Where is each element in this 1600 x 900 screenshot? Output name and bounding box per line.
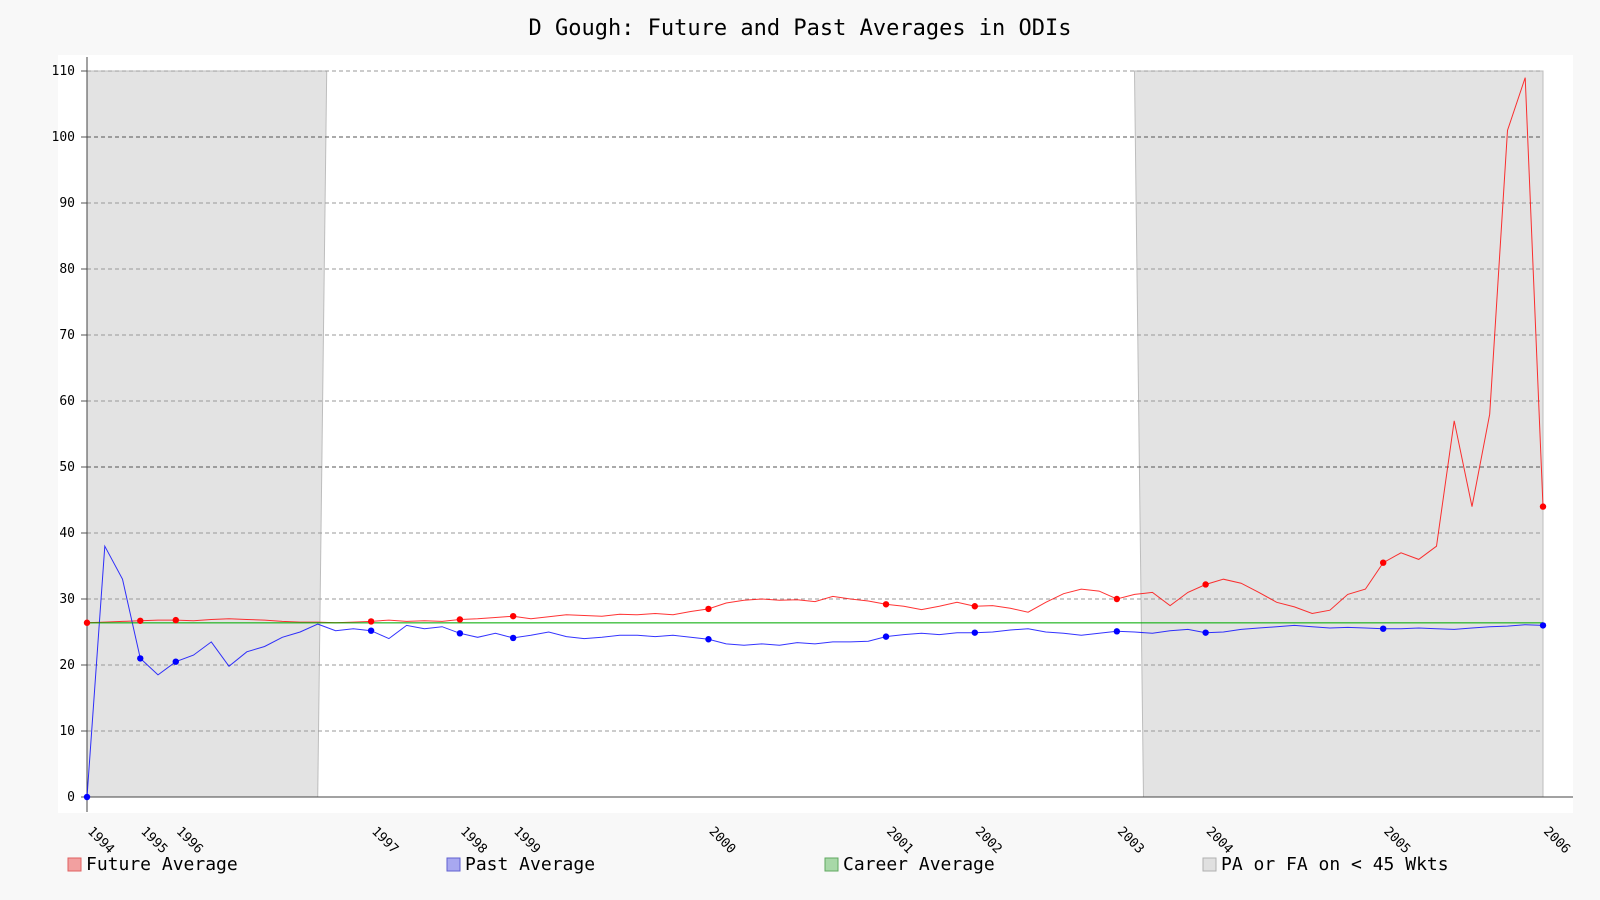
- legend-label: PA or FA on < 45 Wkts: [1221, 854, 1449, 875]
- x-tick-label: 2004: [1203, 824, 1236, 857]
- past-average-point: [705, 636, 712, 643]
- future-average-point: [367, 618, 375, 625]
- legend-label: Past Average: [465, 854, 595, 875]
- x-tick-label: 1998: [457, 824, 490, 857]
- y-tick-label: 50: [59, 460, 75, 475]
- legend-label: Career Average: [843, 854, 995, 875]
- y-tick-label: 70: [59, 328, 75, 343]
- future-average-point: [83, 619, 91, 626]
- y-tick-label: 40: [59, 526, 75, 541]
- x-tick-label: 1997: [368, 824, 401, 857]
- y-tick-label: 110: [52, 64, 75, 79]
- past-average-point: [971, 629, 979, 636]
- shaded-region: [86, 70, 328, 798]
- past-average-point: [367, 627, 375, 634]
- past-average-point: [1539, 622, 1547, 629]
- x-tick-label: 2006: [1540, 824, 1573, 857]
- past-average-point: [1113, 628, 1121, 635]
- x-tick-label: 1999: [510, 824, 543, 857]
- chart-title: D Gough: Future and Past Averages in ODI…: [528, 16, 1071, 41]
- x-tick-label: 1994: [84, 824, 117, 857]
- past-average-point: [1202, 629, 1209, 636]
- x-tick-label: 2003: [1114, 824, 1147, 857]
- series-line-past-average: [86, 544, 1544, 798]
- x-tick-label: 1995: [137, 824, 170, 857]
- x-tick-label: 1996: [173, 824, 206, 857]
- past-average-point: [172, 658, 179, 665]
- future-average-point: [705, 605, 712, 613]
- grid-lines: [87, 70, 1543, 732]
- legend-swatch: [824, 857, 839, 872]
- y-tick-labels: 0 10 20 30 40 50 60 70 80 90 100 110: [52, 64, 75, 805]
- legend-swatch: [67, 857, 82, 872]
- legend-swatch: [1202, 857, 1217, 872]
- shaded-regions: [86, 70, 1544, 798]
- future-average-point: [509, 612, 517, 620]
- y-tick-label: 100: [52, 130, 75, 145]
- future-average-point: [1202, 581, 1209, 588]
- future-average-point: [456, 616, 464, 623]
- legend-swatch: [446, 857, 461, 872]
- y-tick-label: 60: [59, 394, 75, 409]
- x-tick-label: 2005: [1380, 824, 1413, 857]
- past-average-point: [509, 634, 517, 642]
- future-average-point: [1539, 503, 1547, 510]
- shaded-region: [1133, 70, 1544, 798]
- x-tick-labels: 1994 1995 1996 1997 1998 1999 2000 2001 2002 2003…: [84, 824, 1573, 857]
- future-average-point: [1379, 559, 1387, 566]
- axes: [81, 57, 1573, 812]
- past-average-point: [882, 633, 890, 640]
- y-tick-label: 30: [59, 592, 75, 607]
- y-tick-label: 80: [59, 262, 75, 277]
- legend: Future Average Past Average Career Average…: [67, 854, 1449, 875]
- past-average-point: [1379, 625, 1387, 632]
- x-tick-label: 2000: [706, 824, 739, 857]
- y-tick-label: 0: [67, 790, 75, 805]
- future-average-point: [172, 616, 179, 624]
- series-lines: [86, 77, 1544, 798]
- y-tick-label: 10: [59, 724, 75, 739]
- y-tick-label: 90: [59, 196, 75, 211]
- past-average-point: [83, 793, 91, 801]
- future-average-point: [137, 617, 144, 624]
- future-average-point: [971, 603, 979, 610]
- future-average-point: [882, 601, 890, 608]
- x-tick-label: 2001: [883, 824, 916, 857]
- past-average-point: [456, 630, 464, 637]
- y-tick-label: 20: [59, 658, 75, 673]
- future-average-point: [1113, 595, 1121, 603]
- x-tick-label: 2002: [972, 824, 1005, 857]
- series-markers: [83, 503, 1547, 801]
- past-average-point: [137, 655, 144, 662]
- legend-label: Future Average: [86, 854, 238, 875]
